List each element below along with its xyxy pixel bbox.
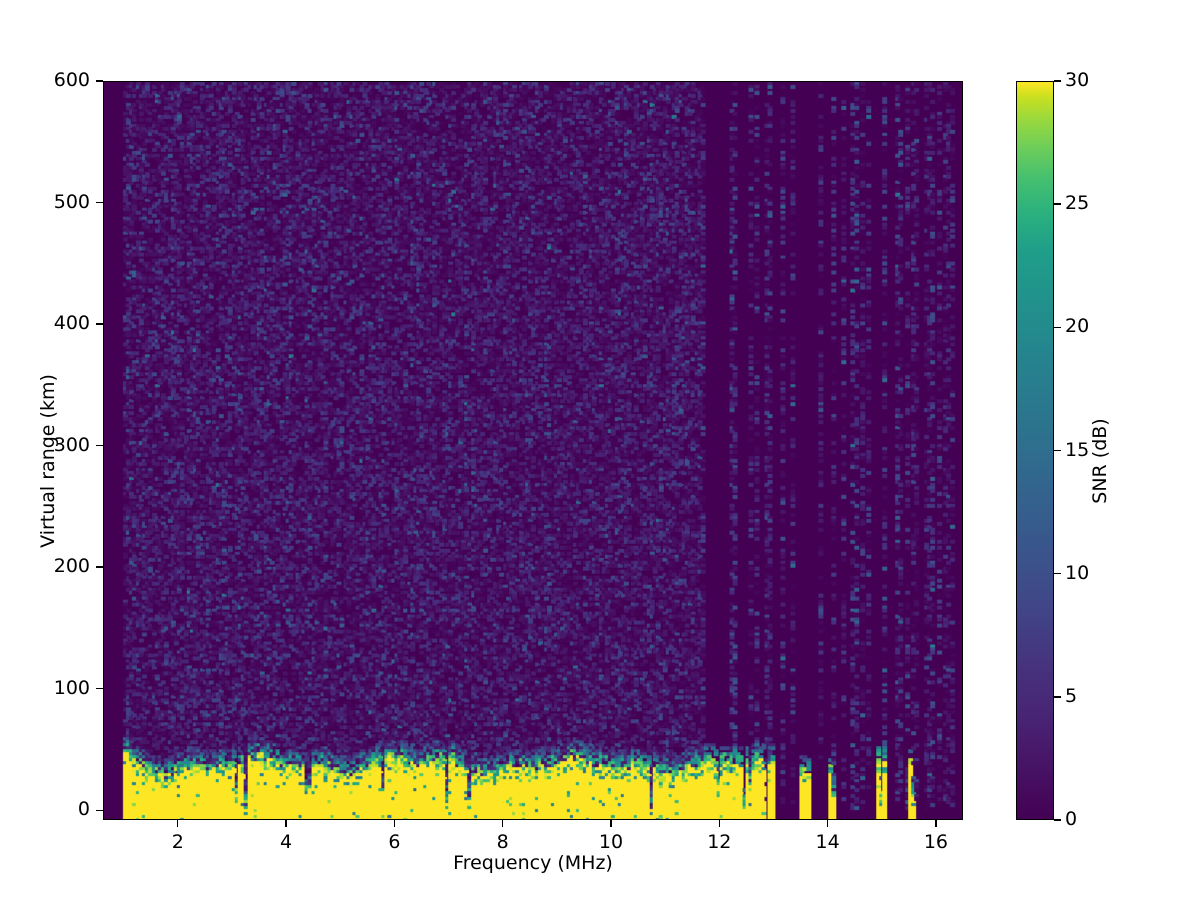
x-tick-label: 6: [388, 831, 401, 853]
y-tick-mark: [96, 80, 103, 82]
colorbar-tick-label: 20: [1065, 315, 1090, 338]
heatmap-plot-area[interactable]: [103, 81, 963, 820]
x-tick-label: 8: [496, 831, 509, 853]
y-tick-label: 600: [53, 69, 90, 91]
x-tick-mark: [935, 820, 937, 827]
x-tick-label: 2: [171, 831, 184, 853]
x-tick-label: 10: [598, 831, 624, 853]
ionogram-heatmap-canvas: [104, 82, 962, 819]
y-axis-label: Virtual range (km): [37, 374, 59, 548]
x-tick-label: 12: [707, 831, 732, 853]
y-tick-label: 0: [77, 798, 90, 821]
colorbar-tick-label: 15: [1065, 438, 1090, 461]
x-axis-label: Frequency (MHz): [453, 852, 613, 874]
colorbar-tick-label: 10: [1065, 561, 1090, 584]
y-tick-label: 400: [53, 312, 90, 335]
colorbar-tick-label: 5: [1065, 684, 1078, 707]
y-tick-mark: [96, 444, 103, 447]
colorbar-tick-mark: [1054, 819, 1061, 821]
x-tick-label: 14: [815, 831, 840, 853]
x-tick-mark: [285, 820, 287, 827]
colorbar-tick-label: 0: [1065, 808, 1078, 830]
colorbar-tick-mark: [1054, 203, 1061, 205]
colorbar-tick-label: 30: [1065, 69, 1090, 91]
x-tick-mark: [393, 820, 396, 827]
colorbar-tick-mark: [1054, 80, 1061, 82]
colorbar-tick-mark: [1054, 449, 1061, 452]
colorbar-tick-mark: [1054, 696, 1061, 698]
y-tick-label: 500: [53, 190, 90, 213]
x-tick-label: 4: [280, 831, 293, 853]
y-tick-mark: [96, 566, 103, 568]
colorbar-tick-mark: [1054, 572, 1061, 575]
x-tick-mark: [610, 820, 612, 827]
x-tick-mark: [826, 820, 829, 827]
colorbar-tick-label: 25: [1065, 192, 1090, 215]
y-tick-mark: [96, 201, 103, 204]
y-tick-mark: [96, 809, 103, 811]
y-tick-mark: [96, 688, 103, 690]
y-tick-mark: [96, 323, 103, 325]
colorbar-label: SNR (dB): [1089, 418, 1111, 504]
colorbar-tick-mark: [1054, 326, 1061, 329]
y-tick-label: 300: [53, 433, 90, 456]
x-tick-mark: [177, 820, 179, 827]
x-tick-mark: [718, 820, 720, 827]
x-tick-mark: [501, 820, 504, 827]
y-tick-label: 200: [53, 555, 90, 578]
colorbar-gradient: [1017, 82, 1053, 819]
x-tick-label: 16: [923, 831, 949, 853]
colorbar[interactable]: [1016, 81, 1054, 820]
y-tick-label: 100: [53, 676, 90, 699]
